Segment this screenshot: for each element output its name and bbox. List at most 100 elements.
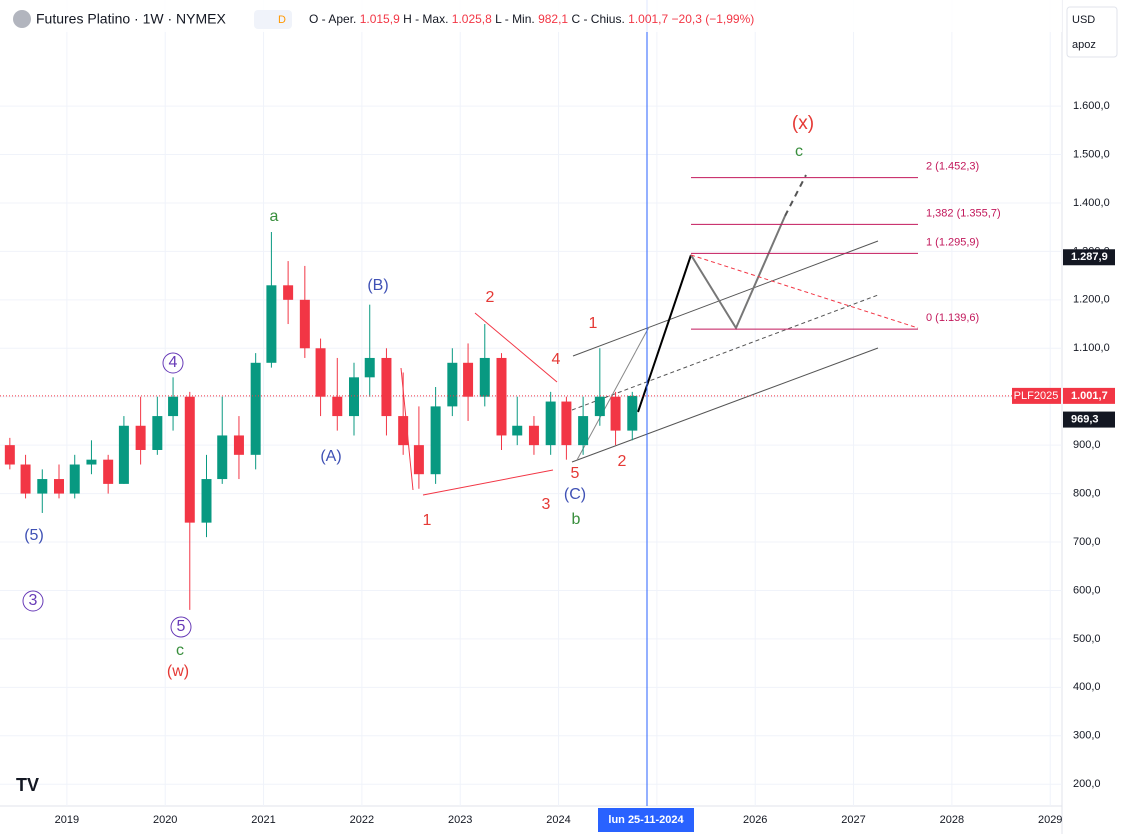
candle-body (594, 396, 605, 417)
wave-label: 2 (486, 289, 495, 306)
candle-body (364, 357, 375, 378)
candle-body (430, 406, 441, 475)
symbol-tag: PLF2025 (1014, 390, 1059, 402)
price-tag-bg (1063, 249, 1115, 266)
x-tick-label: 2022 (350, 814, 374, 826)
wave-label: b (572, 511, 581, 528)
candle-body (315, 348, 326, 397)
wave-label: (5) (24, 527, 44, 544)
fib-label: 0 (1.139,6) (926, 312, 979, 324)
candle-body (217, 435, 228, 480)
wave-label: (C) (564, 486, 586, 503)
candle-body (233, 435, 244, 455)
drawings (22, 174, 919, 638)
wave-label: 4 (552, 351, 561, 368)
ohlc-high: 1.025,8 (452, 12, 492, 26)
candle-body (512, 425, 523, 436)
wave-label: (w) (167, 663, 189, 680)
candle-body (561, 401, 572, 446)
candle-body (135, 425, 146, 450)
wave-label: (x) (792, 113, 814, 134)
y-tick-label: 500,0 (1073, 633, 1101, 645)
candle-body (332, 396, 343, 417)
x-tick-label: 2026 (743, 814, 767, 826)
unit[interactable]: apoz (1072, 39, 1096, 51)
y-tick-label: 1.600,0 (1073, 100, 1110, 112)
y-tick-label: 600,0 (1073, 584, 1101, 596)
crosshair-date: lun 25-11-2024 (608, 814, 684, 826)
currency[interactable]: USD (1072, 14, 1095, 26)
candle-body (103, 459, 114, 484)
candle-body (4, 445, 15, 465)
candle-body (201, 479, 212, 523)
crosshair-date-box (598, 808, 694, 832)
price-tag: 1.001,7 (1071, 390, 1108, 402)
ohlc-open-label: O - Aper. (309, 12, 356, 26)
x-tick-label: 2027 (841, 814, 865, 826)
unit-box[interactable] (1066, 6, 1118, 58)
x-tick-label: 2028 (940, 814, 964, 826)
wave-label: 1 (423, 512, 432, 529)
candle-body (447, 362, 458, 407)
y-tick-label: 200,0 (1073, 778, 1101, 790)
y-tick-label: 300,0 (1073, 730, 1101, 742)
candle-body (381, 357, 392, 417)
candle-body (54, 479, 64, 494)
ohlc-low-label: L - Min. (495, 12, 535, 26)
x-tick-label: 2024 (546, 814, 570, 826)
x-tick-label: 2023 (448, 814, 472, 826)
price-tag-bg (1063, 411, 1115, 428)
candle-body (283, 285, 294, 300)
ohlc: O - Aper. 1.015,9 H - Max. 1.025,8 L - M… (309, 12, 754, 26)
y-tick-label: 1.500,0 (1073, 148, 1110, 160)
wave-label: 2 (618, 453, 627, 470)
y-tick-label: 1.100,0 (1073, 342, 1110, 354)
fib-label: 1,382 (1.355,7) (926, 207, 1001, 219)
wave-label: a (270, 208, 279, 225)
wave-label: 3 (542, 496, 551, 513)
price-tag: 1.287,9 (1071, 251, 1108, 263)
candle-body (463, 362, 474, 397)
badge: D (278, 14, 286, 26)
badge-bg (254, 10, 292, 29)
candle-body (37, 479, 48, 494)
candle-body (69, 464, 80, 494)
x-tick-label: 2029 (1038, 814, 1062, 826)
wave-label: 4 (169, 354, 178, 371)
y-tick-label: 1.400,0 (1073, 197, 1110, 209)
candle-body (610, 396, 621, 431)
y-tick-label: 700,0 (1073, 536, 1101, 548)
candle-body (86, 459, 97, 465)
wave-label: c (176, 642, 184, 659)
wave-label: 1 (589, 315, 598, 332)
ohlc-close: 1.001,7 (628, 12, 668, 26)
wave-label: 5 (571, 465, 580, 482)
ohlc-open: 1.015,9 (360, 12, 400, 26)
candle-body (627, 395, 638, 431)
candle-body (479, 357, 490, 397)
candle-body (528, 425, 539, 446)
wave-label: c (795, 143, 803, 160)
title: Futures Platino · 1W · NYMEX (36, 11, 226, 27)
x-tick-label: 2020 (153, 814, 177, 826)
symbol-tag-bg (1012, 387, 1061, 404)
wave-label: 5 (177, 618, 186, 635)
fib-label: 1 (1.295,9) (926, 236, 979, 248)
logo: TV (16, 775, 39, 795)
candle-body (152, 416, 163, 450)
ohlc-change: −20,3 (−1,99%) (672, 12, 755, 26)
ohlc-high-label: H - Max. (403, 12, 448, 26)
wave-label: (A) (320, 448, 341, 465)
wave-label: 3 (29, 592, 38, 609)
candle-body (398, 416, 409, 446)
x-tick-label: 2021 (251, 814, 275, 826)
y-tick-label: 900,0 (1073, 439, 1101, 451)
candle-body (299, 299, 310, 349)
candle-body (349, 377, 359, 417)
symbol-icon (13, 10, 31, 28)
ohlc-low: 982,1 (538, 12, 568, 26)
x-tick-label: 2019 (55, 814, 79, 826)
candle-body (496, 357, 507, 436)
candle-body (20, 464, 31, 494)
candle-body (578, 416, 589, 446)
